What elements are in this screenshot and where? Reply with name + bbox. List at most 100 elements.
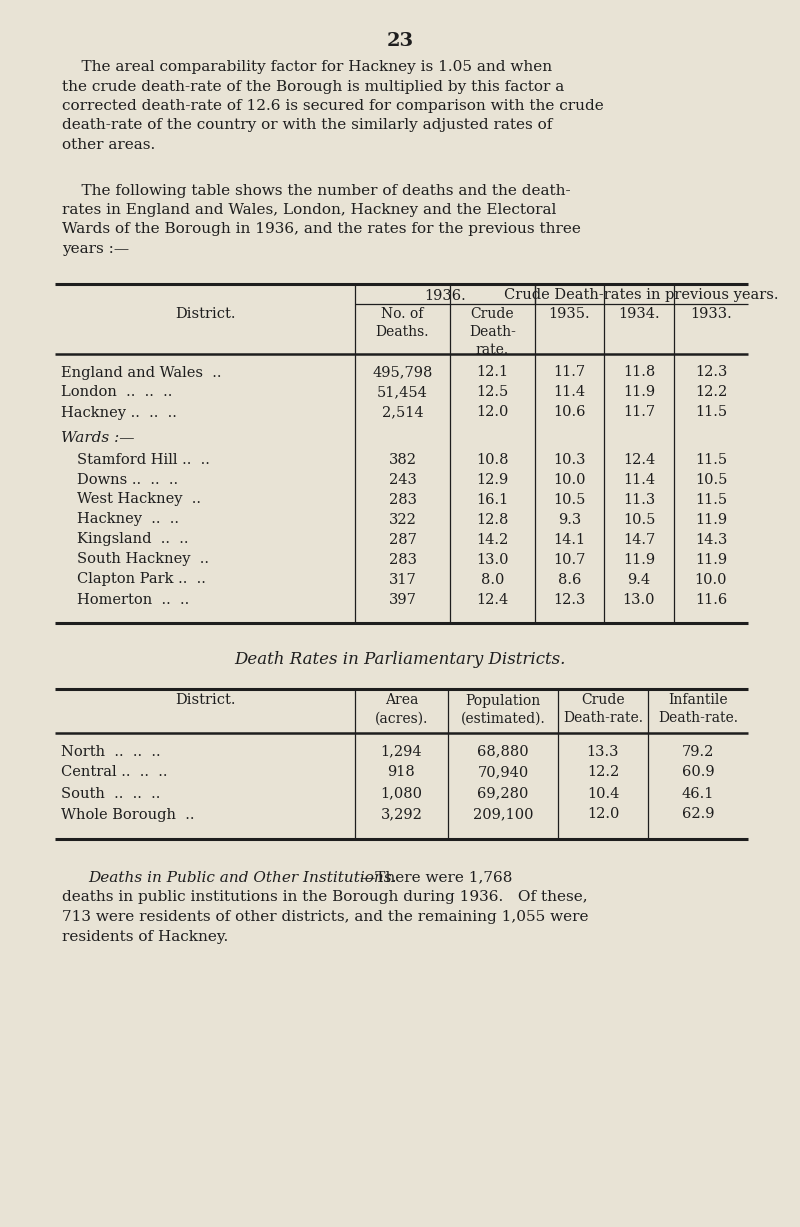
Text: 51,454: 51,454 xyxy=(377,385,428,400)
Text: the crude death-rate of the Borough is multiplied by this factor a: the crude death-rate of the Borough is m… xyxy=(62,80,564,93)
Text: West Hackney  ..: West Hackney .. xyxy=(77,492,201,507)
Text: 1936.: 1936. xyxy=(424,288,466,303)
Text: 12.4: 12.4 xyxy=(623,453,655,466)
Text: 287: 287 xyxy=(389,533,417,546)
Text: 495,798: 495,798 xyxy=(372,366,433,379)
Text: 69,280: 69,280 xyxy=(478,787,529,800)
Text: 283: 283 xyxy=(389,552,417,567)
Text: residents of Hackney.: residents of Hackney. xyxy=(62,930,228,945)
Text: death-rate of the country or with the similarly adjusted rates of: death-rate of the country or with the si… xyxy=(62,119,552,133)
Text: 11.9: 11.9 xyxy=(695,513,727,526)
Text: 10.5: 10.5 xyxy=(554,492,586,507)
Text: Crude
Death-rate.: Crude Death-rate. xyxy=(563,693,643,725)
Text: 11.5: 11.5 xyxy=(695,405,727,420)
Text: 60.9: 60.9 xyxy=(682,766,714,779)
Text: Crude Death-rates in previous years.: Crude Death-rates in previous years. xyxy=(504,288,778,303)
Text: 382: 382 xyxy=(389,453,417,466)
Text: 1,294: 1,294 xyxy=(381,745,422,758)
Text: 12.3: 12.3 xyxy=(695,366,727,379)
Text: 11.9: 11.9 xyxy=(623,385,655,400)
Text: 12.9: 12.9 xyxy=(476,472,509,486)
Text: Hackney  ..  ..: Hackney .. .. xyxy=(77,513,179,526)
Text: 8.0: 8.0 xyxy=(481,573,504,587)
Text: 397: 397 xyxy=(389,593,417,606)
Text: 62.9: 62.9 xyxy=(682,807,714,822)
Text: 14.3: 14.3 xyxy=(695,533,727,546)
Text: 13.3: 13.3 xyxy=(586,745,619,758)
Text: 12.4: 12.4 xyxy=(476,593,509,606)
Text: 13.0: 13.0 xyxy=(622,593,655,606)
Text: Area
(acres).: Area (acres). xyxy=(375,693,428,725)
Text: 209,100: 209,100 xyxy=(473,807,534,822)
Text: 11.9: 11.9 xyxy=(623,552,655,567)
Text: Homerton  ..  ..: Homerton .. .. xyxy=(77,593,190,606)
Text: 10.8: 10.8 xyxy=(476,453,509,466)
Text: 11.7: 11.7 xyxy=(623,405,655,420)
Text: 14.1: 14.1 xyxy=(554,533,586,546)
Text: other areas.: other areas. xyxy=(62,137,155,152)
Text: 10.6: 10.6 xyxy=(554,405,586,420)
Text: Death Rates in Parliamentary Districts.: Death Rates in Parliamentary Districts. xyxy=(234,650,566,667)
Text: —There were 1,768: —There were 1,768 xyxy=(360,870,512,885)
Text: 12.2: 12.2 xyxy=(587,766,619,779)
Text: 2,514: 2,514 xyxy=(382,405,423,420)
Text: 11.7: 11.7 xyxy=(554,366,586,379)
Text: Infantile
Death-rate.: Infantile Death-rate. xyxy=(658,693,738,725)
Text: Wards of the Borough in 1936, and the rates for the previous three: Wards of the Borough in 1936, and the ra… xyxy=(62,222,581,237)
Text: Deaths in Public and Other Institutions.: Deaths in Public and Other Institutions. xyxy=(88,870,397,885)
Text: 11.8: 11.8 xyxy=(623,366,655,379)
Text: 12.0: 12.0 xyxy=(476,405,509,420)
Text: years :—: years :— xyxy=(62,242,129,256)
Text: North  ..  ..  ..: North .. .. .. xyxy=(61,745,161,758)
Text: 10.4: 10.4 xyxy=(587,787,619,800)
Text: 713 were residents of other districts, and the remaining 1,055 were: 713 were residents of other districts, a… xyxy=(62,910,589,924)
Text: 11.5: 11.5 xyxy=(695,492,727,507)
Text: 79.2: 79.2 xyxy=(682,745,714,758)
Text: 11.4: 11.4 xyxy=(623,472,655,486)
Text: The following table shows the number of deaths and the death-: The following table shows the number of … xyxy=(62,184,570,198)
Text: 11.3: 11.3 xyxy=(623,492,655,507)
Text: 3,292: 3,292 xyxy=(381,807,422,822)
Text: 11.9: 11.9 xyxy=(695,552,727,567)
Text: 70,940: 70,940 xyxy=(478,766,529,779)
Text: 12.5: 12.5 xyxy=(476,385,509,400)
Text: The areal comparability factor for Hackney is 1.05 and when: The areal comparability factor for Hackn… xyxy=(62,60,552,74)
Text: Crude
Death-
rate.: Crude Death- rate. xyxy=(469,308,516,357)
Text: 322: 322 xyxy=(389,513,417,526)
Text: 68,880: 68,880 xyxy=(477,745,529,758)
Text: Wards :—: Wards :— xyxy=(61,431,134,444)
Text: 1935.: 1935. xyxy=(549,308,590,321)
Text: Whole Borough  ..: Whole Borough .. xyxy=(61,807,194,822)
Text: corrected death-rate of 12.6 is secured for comparison with the crude: corrected death-rate of 12.6 is secured … xyxy=(62,99,604,113)
Text: 11.5: 11.5 xyxy=(695,453,727,466)
Text: 10.7: 10.7 xyxy=(554,552,586,567)
Text: England and Wales  ..: England and Wales .. xyxy=(61,366,222,379)
Text: Clapton Park ..  ..: Clapton Park .. .. xyxy=(77,573,206,587)
Text: 1,080: 1,080 xyxy=(381,787,422,800)
Text: 1934.: 1934. xyxy=(618,308,660,321)
Text: No. of
Deaths.: No. of Deaths. xyxy=(376,308,430,340)
Text: 16.1: 16.1 xyxy=(476,492,509,507)
Text: 12.0: 12.0 xyxy=(587,807,619,822)
Text: 918: 918 xyxy=(388,766,415,779)
Text: 12.2: 12.2 xyxy=(695,385,727,400)
Text: Population
(estimated).: Population (estimated). xyxy=(461,693,546,725)
Text: 11.6: 11.6 xyxy=(695,593,727,606)
Text: 14.2: 14.2 xyxy=(476,533,509,546)
Text: Central ..  ..  ..: Central .. .. .. xyxy=(61,766,167,779)
Text: London  ..  ..  ..: London .. .. .. xyxy=(61,385,172,400)
Text: 9.4: 9.4 xyxy=(627,573,650,587)
Text: 10.5: 10.5 xyxy=(695,472,727,486)
Text: 12.8: 12.8 xyxy=(476,513,509,526)
Text: 283: 283 xyxy=(389,492,417,507)
Text: 46.1: 46.1 xyxy=(682,787,714,800)
Text: District.: District. xyxy=(174,308,235,321)
Text: 13.0: 13.0 xyxy=(476,552,509,567)
Text: South Hackney  ..: South Hackney .. xyxy=(77,552,209,567)
Text: 12.3: 12.3 xyxy=(554,593,586,606)
Text: 8.6: 8.6 xyxy=(558,573,581,587)
Text: District.: District. xyxy=(174,693,235,708)
Text: deaths in public institutions in the Borough during 1936.   Of these,: deaths in public institutions in the Bor… xyxy=(62,891,588,904)
Text: 11.4: 11.4 xyxy=(554,385,586,400)
Text: Stamford Hill ..  ..: Stamford Hill .. .. xyxy=(77,453,210,466)
